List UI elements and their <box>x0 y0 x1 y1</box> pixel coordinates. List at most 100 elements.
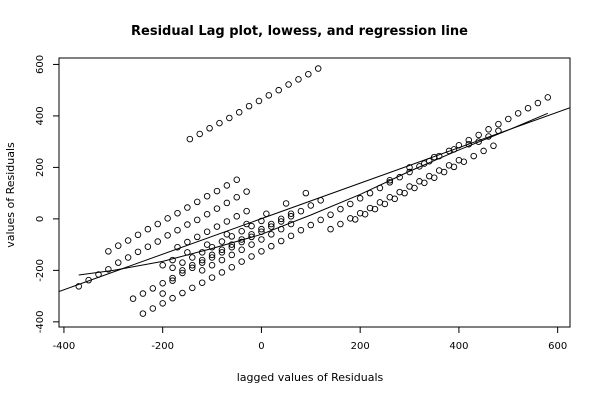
data-point <box>149 285 157 292</box>
data-point <box>337 220 344 228</box>
data-point <box>193 216 201 224</box>
data-point <box>233 213 240 220</box>
data-point <box>307 221 315 229</box>
data-point <box>189 284 196 292</box>
plot-area <box>59 65 570 317</box>
data-point <box>238 246 245 254</box>
x-tick-label: -200 <box>151 341 174 352</box>
data-point <box>218 256 226 264</box>
data-point <box>193 198 201 206</box>
data-point <box>203 210 211 218</box>
data-point <box>186 135 194 143</box>
data-point <box>268 242 275 250</box>
data-point <box>198 256 206 264</box>
data-point <box>416 163 423 170</box>
data-point <box>189 261 196 269</box>
data-point <box>228 264 236 271</box>
data-point <box>386 177 394 184</box>
x-tick-label: 600 <box>548 341 567 352</box>
data-point <box>248 253 255 260</box>
data-point <box>154 220 161 228</box>
data-point <box>203 192 211 200</box>
data-point <box>396 188 403 196</box>
data-point <box>174 243 181 251</box>
data-point <box>208 274 216 281</box>
data-point <box>356 195 364 202</box>
data-point <box>213 187 221 195</box>
data-point <box>159 279 166 287</box>
data-point <box>216 119 223 127</box>
x-tick-label: 0 <box>258 341 264 352</box>
data-point <box>248 241 255 248</box>
data-point <box>134 248 142 256</box>
data-point <box>475 131 482 139</box>
data-point <box>401 189 408 197</box>
data-point <box>189 264 196 272</box>
axes: -400 -200 0 200 400 600 -400 -200 0 200 400 600 <box>35 55 571 352</box>
data-point <box>149 305 157 312</box>
data-point <box>159 261 166 269</box>
data-point <box>218 249 226 256</box>
y-tick-label: -200 <box>35 259 46 282</box>
data-point <box>305 70 312 78</box>
data-point <box>218 246 226 254</box>
regression-line <box>59 107 570 292</box>
data-point <box>268 231 275 238</box>
data-point <box>297 207 305 215</box>
data-point <box>297 226 305 234</box>
data-point <box>287 232 295 240</box>
data-point <box>534 99 542 107</box>
data-point <box>223 182 231 189</box>
data-point <box>75 283 82 290</box>
y-tick-label: -400 <box>35 311 46 334</box>
data-point <box>203 228 211 236</box>
data-point <box>255 97 263 105</box>
data-point <box>228 243 236 251</box>
data-point <box>144 225 152 233</box>
data-point <box>277 237 285 245</box>
data-point <box>490 142 497 150</box>
data-point <box>282 200 290 207</box>
y-tick-label: 0 <box>35 216 46 222</box>
data-point <box>179 289 186 297</box>
data-point <box>124 237 132 244</box>
x-tick-label: 400 <box>449 341 468 352</box>
data-point <box>169 256 176 264</box>
data-point <box>258 236 265 243</box>
data-point <box>144 243 152 250</box>
data-point <box>179 259 186 266</box>
data-point <box>184 221 191 228</box>
data-point <box>347 215 354 222</box>
plot-frame <box>58 57 571 328</box>
data-point <box>465 136 473 144</box>
data-point <box>386 194 394 201</box>
data-point <box>206 125 213 132</box>
data-point <box>366 204 374 212</box>
data-point <box>351 216 359 223</box>
data-point <box>208 251 216 259</box>
y-tick-label: 400 <box>35 106 46 125</box>
data-point <box>317 216 324 224</box>
data-point <box>159 290 166 297</box>
x-axis-label: lagged values of Residuals <box>237 371 384 384</box>
data-point <box>524 104 532 112</box>
data-point <box>295 76 302 83</box>
data-point <box>455 156 463 164</box>
data-point <box>371 205 379 213</box>
data-point <box>223 199 231 207</box>
data-point <box>164 215 171 222</box>
data-point <box>114 259 122 266</box>
data-point <box>169 274 176 282</box>
x-tick-label: -400 <box>53 341 76 352</box>
data-point <box>327 211 334 219</box>
data-point <box>376 199 384 206</box>
data-point <box>238 227 245 235</box>
data-point <box>105 266 112 273</box>
data-point <box>245 102 253 110</box>
data-point <box>179 269 186 277</box>
x-tick-label: 200 <box>351 341 370 352</box>
data-point <box>248 233 255 241</box>
data-point <box>164 232 171 239</box>
data-point <box>203 241 211 248</box>
data-point <box>416 178 423 185</box>
